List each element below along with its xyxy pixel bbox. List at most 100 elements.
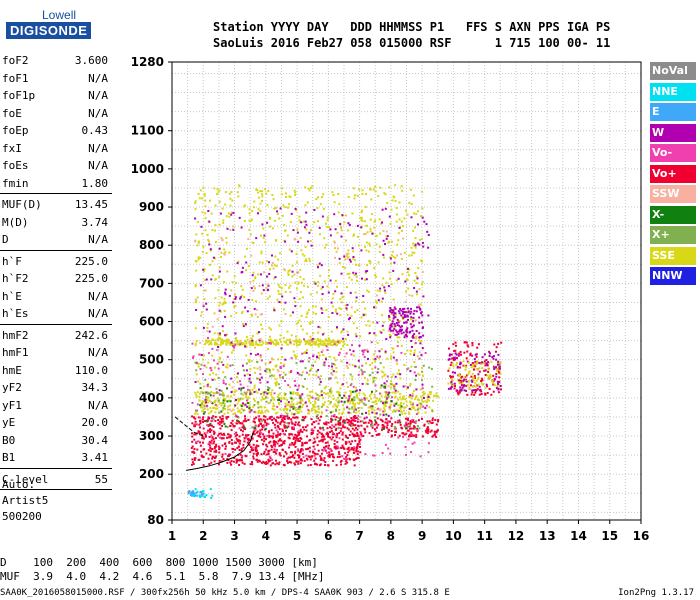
echo-point — [397, 398, 400, 401]
param-name: M(D) — [2, 215, 29, 229]
echo-point — [239, 296, 242, 299]
echo-point — [341, 444, 344, 447]
echo-point — [230, 289, 233, 292]
echo-point — [194, 285, 197, 288]
echo-point — [250, 313, 253, 316]
echo-point — [421, 417, 423, 420]
echo-point — [496, 370, 498, 372]
echo-point — [374, 416, 377, 419]
echo-point — [328, 451, 331, 454]
echo-point — [319, 426, 322, 429]
echo-point — [216, 407, 219, 410]
echo-point — [371, 401, 374, 404]
echo-point — [329, 431, 332, 434]
echo-point — [204, 407, 207, 410]
echo-point — [364, 431, 367, 434]
echo-point — [403, 364, 406, 366]
echo-point — [200, 390, 203, 393]
echo-point — [365, 397, 368, 400]
echo-point — [237, 459, 240, 462]
echo-point — [223, 422, 226, 425]
param-value: 3.41 — [81, 451, 109, 464]
echo-point — [480, 363, 483, 365]
echo-point — [225, 445, 227, 448]
echo-point — [203, 364, 206, 367]
echo-point — [386, 235, 389, 238]
echo-point — [422, 374, 424, 377]
echo-point — [321, 340, 324, 343]
echo-point — [282, 420, 285, 423]
echo-point — [239, 453, 242, 456]
echo-point — [352, 419, 355, 422]
echo-point — [317, 281, 320, 283]
echo-point — [359, 438, 362, 441]
echo-point — [248, 219, 251, 222]
echo-point — [277, 426, 280, 429]
echo-point — [207, 238, 210, 241]
echo-point — [208, 444, 211, 447]
echo-point — [388, 333, 391, 336]
echo-point — [361, 349, 364, 352]
echo-point — [212, 455, 215, 458]
echo-point — [411, 251, 414, 254]
echo-point — [206, 399, 209, 402]
echo-point — [240, 411, 242, 414]
echo-point — [338, 391, 341, 394]
echo-point — [404, 446, 407, 449]
echo-point — [415, 330, 418, 332]
echo-point — [222, 342, 225, 345]
echo-point — [383, 402, 386, 405]
echo-point — [340, 383, 343, 386]
echo-point — [337, 426, 340, 429]
param-row-group4-7: B1 3.41 — [0, 449, 112, 467]
echo-point — [264, 369, 267, 372]
echo-point — [471, 344, 474, 347]
param-value: N/A — [88, 346, 108, 359]
echo-point — [257, 401, 260, 404]
param-row-group1-6: foEs N/A — [0, 157, 112, 175]
echo-point — [229, 400, 232, 403]
echo-point — [278, 433, 281, 436]
echo-point — [337, 353, 340, 356]
echo-point — [262, 342, 265, 345]
echo-point — [297, 401, 300, 404]
echo-point — [262, 433, 265, 436]
echo-point — [397, 239, 400, 242]
param-name: fxI — [2, 141, 22, 155]
echo-point — [295, 342, 298, 344]
echo-point — [497, 387, 500, 390]
echo-point — [253, 366, 256, 369]
echo-point — [381, 284, 384, 287]
echo-point — [463, 351, 466, 354]
echo-point — [291, 405, 294, 408]
echo-point — [276, 431, 279, 433]
echo-point — [348, 276, 351, 279]
echo-point — [252, 271, 255, 274]
echo-point — [235, 422, 238, 425]
echo-point — [283, 223, 286, 226]
echo-point — [315, 374, 318, 377]
echo-point — [275, 364, 278, 367]
echo-point — [393, 306, 396, 309]
echo-point — [198, 432, 201, 434]
echo-point — [323, 401, 326, 404]
echo-point — [294, 421, 297, 424]
echo-point — [299, 268, 302, 271]
echo-point — [268, 460, 270, 463]
echo-point — [299, 341, 302, 344]
echo-point — [353, 464, 356, 467]
echo-point — [247, 237, 250, 240]
echo-point — [350, 420, 352, 423]
echo-point — [463, 365, 466, 368]
echo-point — [248, 404, 251, 407]
echo-point — [339, 416, 342, 419]
echo-point — [234, 293, 236, 296]
echo-point — [447, 369, 450, 372]
echo-point — [395, 333, 398, 336]
echo-point — [360, 216, 363, 219]
echo-point — [266, 462, 269, 465]
echo-point — [415, 293, 418, 296]
echo-point — [393, 312, 396, 315]
footer-file-info: SAA0K_2016058015000.RSF / 300fx256h 50 k… — [0, 588, 450, 598]
echo-point — [205, 395, 208, 398]
